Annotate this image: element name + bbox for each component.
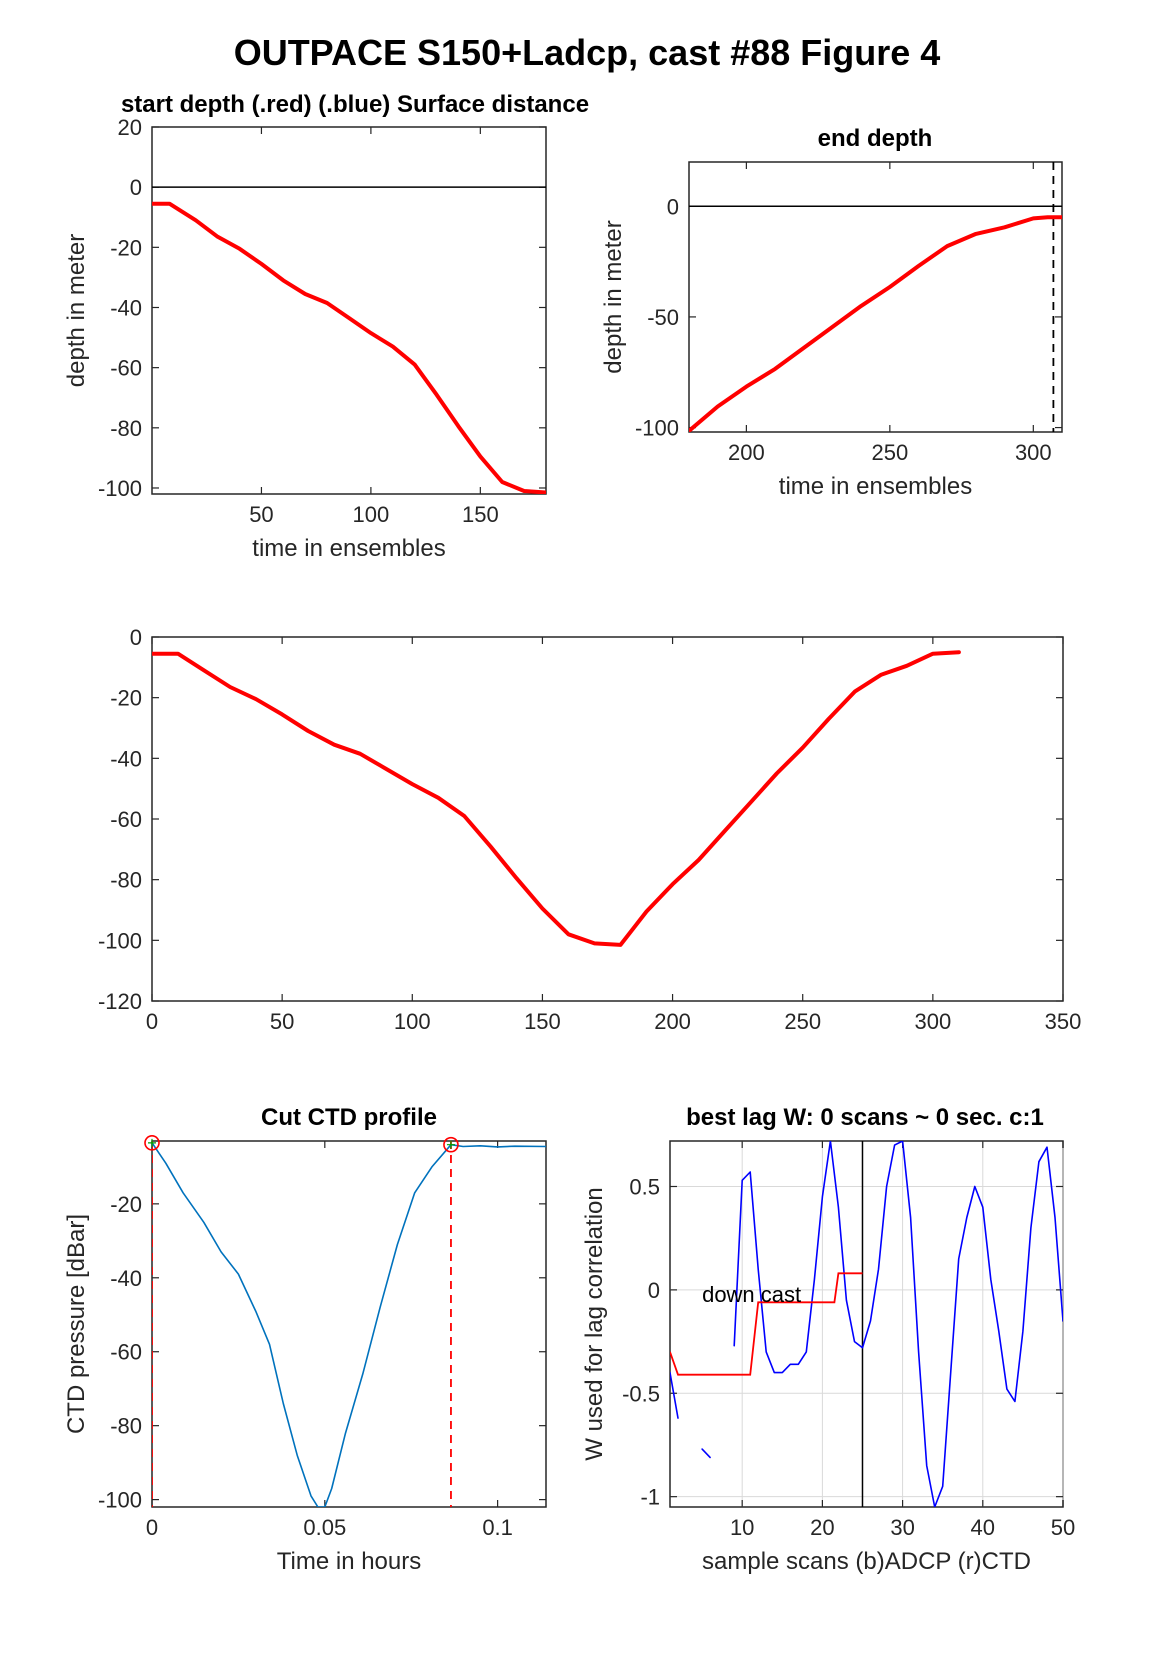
x-tick-label: 20: [810, 1515, 834, 1540]
x-tick-label: 200: [654, 1009, 691, 1034]
y-tick-label: -100: [98, 1488, 142, 1513]
y-tick-label: -1: [640, 1485, 660, 1510]
series-line-0: [689, 215, 1062, 432]
plot-area: [151, 1140, 547, 1508]
y-axis-label: depth in meter: [63, 234, 90, 387]
x-tick-label: 300: [1015, 440, 1052, 465]
y-axis-label: W used for lag correlation: [581, 1187, 608, 1460]
cut-marker: [443, 1136, 459, 1153]
y-tick-label: -20: [110, 686, 142, 711]
plot-contents: [689, 162, 1062, 432]
series-line-0: [152, 201, 546, 494]
chart-title: end depth: [818, 125, 933, 152]
y-tick-label: -60: [110, 1340, 142, 1365]
chart-title: best lag W: 0 scans ~ 0 sec. c:1: [686, 1104, 1044, 1131]
cut-marker: [144, 1135, 160, 1151]
series-line-1: [701, 1448, 711, 1459]
plot-contents: [152, 650, 961, 947]
y-tick-label: -60: [110, 807, 142, 832]
plot-area: [151, 126, 547, 495]
x-tick-label: 300: [914, 1009, 951, 1034]
x-tick-label: 50: [1051, 1515, 1075, 1540]
y-tick-label: -40: [110, 295, 142, 320]
x-tick-label: 250: [784, 1009, 821, 1034]
plot-contents: [670, 1141, 1063, 1507]
plot-area: [669, 1140, 1064, 1508]
x-tick-label: 0: [146, 1515, 158, 1540]
plot-contents: [152, 186, 546, 494]
x-tick-label: 40: [971, 1515, 995, 1540]
y-tick-label: -80: [110, 868, 142, 893]
y-tick-label: -40: [110, 1266, 142, 1291]
annotation-text: down cast: [702, 1282, 801, 1307]
y-tick-label: -100: [98, 476, 142, 501]
x-tick-label: 0: [146, 1009, 158, 1034]
x-tick-label: 0.1: [482, 1515, 513, 1540]
series-line-0: [152, 650, 961, 947]
chart-title: start depth (.red) (.blue) Surface dista…: [121, 91, 589, 118]
y-tick-label: 0.5: [629, 1174, 660, 1199]
y-tick-label: -50: [647, 305, 679, 330]
y-tick-label: -40: [110, 746, 142, 771]
chart-lag: 10 20 30 40 50 0.5 0 -0.5 -1 down cast best lag W:…: [581, 1104, 1075, 1575]
x-tick-label: 350: [1045, 1009, 1082, 1034]
chart-ctd: 0 0.05 0.1 -20 -40 -60 -80 -100 Cut CTD profile T…: [63, 1104, 547, 1575]
y-tick-label: 0: [667, 194, 679, 219]
x-tick-label: 100: [353, 502, 390, 527]
y-tick-label: -60: [110, 356, 142, 381]
chart-title: Cut CTD profile: [261, 1104, 437, 1131]
cut-marker-cross: [148, 1138, 156, 1147]
x-tick-label: 50: [249, 502, 273, 527]
chart-full: 0 50 100 150 200 250 300 350 0 -20 -40 -60 -80 -100 -1…: [98, 625, 1081, 1034]
y-tick-label: -120: [98, 989, 142, 1014]
y-tick-label: -20: [110, 235, 142, 260]
x-tick-label: 100: [394, 1009, 431, 1034]
cut-marker-cross: [446, 1140, 455, 1149]
plot-contents: [152, 1141, 546, 1507]
y-tick-label: -20: [110, 1192, 142, 1217]
y-tick-label: -80: [110, 416, 142, 441]
figure-title: OUTPACE S150+Ladcp, cast #88 Figure 4: [234, 32, 941, 73]
plot-area: [151, 636, 1064, 1002]
x-axis-label: time in ensembles: [252, 535, 445, 562]
y-tick-label: 0: [130, 625, 142, 650]
x-tick-label: 150: [524, 1009, 561, 1034]
y-tick-label: 0: [130, 175, 142, 200]
y-axis-label: CTD pressure [dBar]: [63, 1214, 90, 1434]
x-axis-label: Time in hours: [277, 1548, 422, 1575]
chart-end: 200 250 300 0 -50 -100 end depth time in ensemb…: [600, 125, 1063, 500]
x-tick-label: 150: [462, 502, 499, 527]
series-line-0: [670, 1371, 679, 1419]
x-tick-label: 10: [730, 1515, 754, 1540]
x-tick-label: 200: [728, 440, 765, 465]
y-tick-label: 20: [118, 115, 142, 140]
ctd-step-line-0: [670, 1272, 863, 1376]
x-tick-label: 30: [890, 1515, 914, 1540]
y-axis-label: depth in meter: [600, 220, 627, 373]
x-axis-label: sample scans (b)ADCP (r)CTD: [702, 1548, 1031, 1575]
y-tick-label: 0: [648, 1278, 660, 1303]
y-tick-label: -100: [635, 416, 679, 441]
x-tick-label: 0.05: [303, 1515, 346, 1540]
series-line-0: [152, 1142, 546, 1507]
y-tick-label: -0.5: [622, 1381, 660, 1406]
x-tick-label: 50: [270, 1009, 294, 1034]
x-axis-label: time in ensembles: [779, 473, 972, 500]
x-tick-label: 250: [871, 440, 908, 465]
series-line-2: [733, 1141, 1063, 1507]
y-tick-label: -80: [110, 1414, 142, 1439]
y-tick-label: -100: [98, 928, 142, 953]
